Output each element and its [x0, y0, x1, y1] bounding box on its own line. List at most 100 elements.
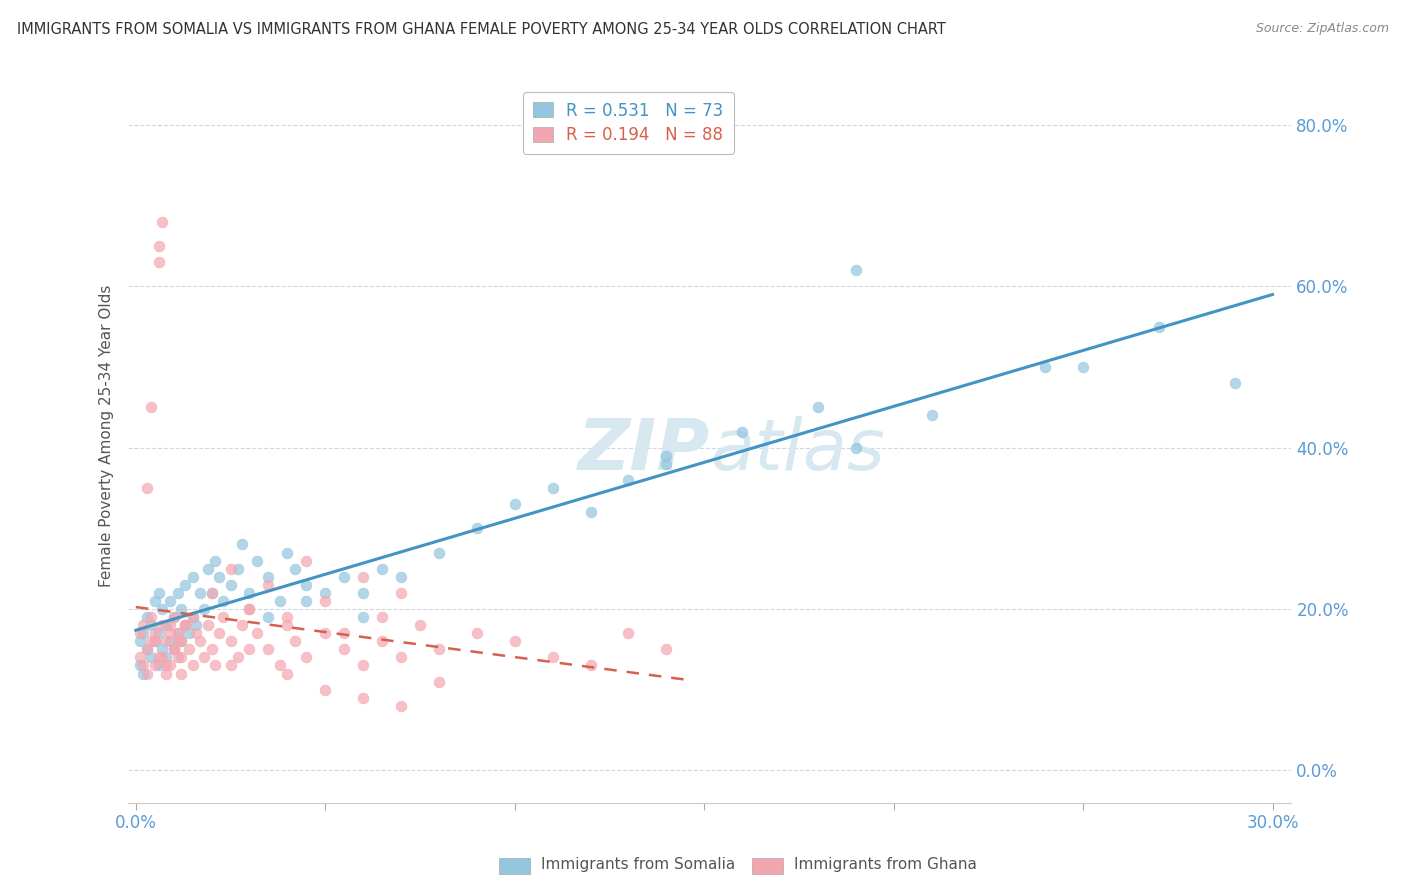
Point	[150, 215, 173, 229]
Point	[170, 634, 193, 648]
Point	[188, 634, 211, 648]
Point	[155, 666, 177, 681]
Point	[170, 666, 193, 681]
Point	[655, 457, 678, 471]
Point	[166, 586, 188, 600]
Point	[148, 650, 170, 665]
Point	[148, 626, 170, 640]
Point	[136, 481, 159, 495]
Point	[389, 570, 412, 584]
Point	[921, 409, 943, 423]
Point	[219, 658, 242, 673]
Point	[174, 618, 197, 632]
Point	[201, 586, 224, 600]
Point	[128, 650, 150, 665]
Point	[163, 642, 186, 657]
Text: Source: ZipAtlas.com: Source: ZipAtlas.com	[1256, 22, 1389, 36]
Point	[204, 553, 226, 567]
Point	[193, 650, 215, 665]
Point	[208, 570, 231, 584]
Point	[295, 553, 318, 567]
Point	[1147, 319, 1170, 334]
Point	[503, 634, 526, 648]
Point	[212, 594, 235, 608]
Point	[166, 626, 188, 640]
Point	[132, 658, 155, 673]
Point	[155, 634, 177, 648]
Point	[143, 594, 166, 608]
Point	[655, 642, 678, 657]
Point	[166, 626, 188, 640]
Point	[197, 618, 219, 632]
Point	[314, 594, 336, 608]
Point	[276, 610, 298, 624]
Point	[143, 634, 166, 648]
Point	[352, 586, 374, 600]
Point	[139, 610, 162, 624]
Point	[465, 521, 488, 535]
Point	[143, 626, 166, 640]
Point	[276, 666, 298, 681]
Point	[276, 618, 298, 632]
Point	[166, 650, 188, 665]
Point	[295, 594, 318, 608]
Point	[148, 586, 170, 600]
Point	[503, 497, 526, 511]
Point	[1033, 359, 1056, 374]
Point	[170, 650, 193, 665]
Point	[541, 481, 564, 495]
Point	[219, 634, 242, 648]
Point	[166, 634, 188, 648]
Point	[269, 594, 291, 608]
Point	[181, 610, 204, 624]
Point	[238, 602, 260, 616]
Point	[150, 618, 173, 632]
Point	[188, 586, 211, 600]
Point	[174, 618, 197, 632]
Point	[409, 618, 432, 632]
Point	[148, 658, 170, 673]
Point	[731, 425, 754, 439]
Point	[159, 634, 181, 648]
Point	[352, 610, 374, 624]
Point	[427, 674, 450, 689]
Point	[284, 562, 307, 576]
Point	[257, 642, 280, 657]
Legend: R = 0.531   N = 73, R = 0.194   N = 88: R = 0.531 N = 73, R = 0.194 N = 88	[523, 92, 734, 154]
Point	[139, 634, 162, 648]
Text: atlas: atlas	[710, 416, 884, 484]
Point	[181, 570, 204, 584]
Point	[150, 650, 173, 665]
Point	[655, 449, 678, 463]
Point	[163, 642, 186, 657]
Point	[389, 586, 412, 600]
Y-axis label: Female Poverty Among 25-34 Year Olds: Female Poverty Among 25-34 Year Olds	[100, 285, 114, 587]
Point	[139, 650, 162, 665]
Point	[186, 626, 208, 640]
Point	[371, 562, 394, 576]
Point	[208, 626, 231, 640]
Point	[314, 626, 336, 640]
Point	[1223, 376, 1246, 391]
Point	[132, 618, 155, 632]
Point	[128, 634, 150, 648]
Point	[295, 650, 318, 665]
Point	[257, 578, 280, 592]
Point	[159, 626, 181, 640]
Point	[845, 263, 868, 277]
Point	[352, 658, 374, 673]
Point	[807, 401, 830, 415]
Point	[136, 642, 159, 657]
Point	[465, 626, 488, 640]
Point	[128, 626, 150, 640]
Point	[170, 634, 193, 648]
Point	[333, 570, 356, 584]
Point	[132, 666, 155, 681]
Point	[177, 626, 200, 640]
Point	[314, 682, 336, 697]
Point	[139, 618, 162, 632]
Point	[143, 634, 166, 648]
Point	[150, 642, 173, 657]
Point	[231, 537, 253, 551]
Text: IMMIGRANTS FROM SOMALIA VS IMMIGRANTS FROM GHANA FEMALE POVERTY AMONG 25-34 YEAR: IMMIGRANTS FROM SOMALIA VS IMMIGRANTS FR…	[17, 22, 946, 37]
